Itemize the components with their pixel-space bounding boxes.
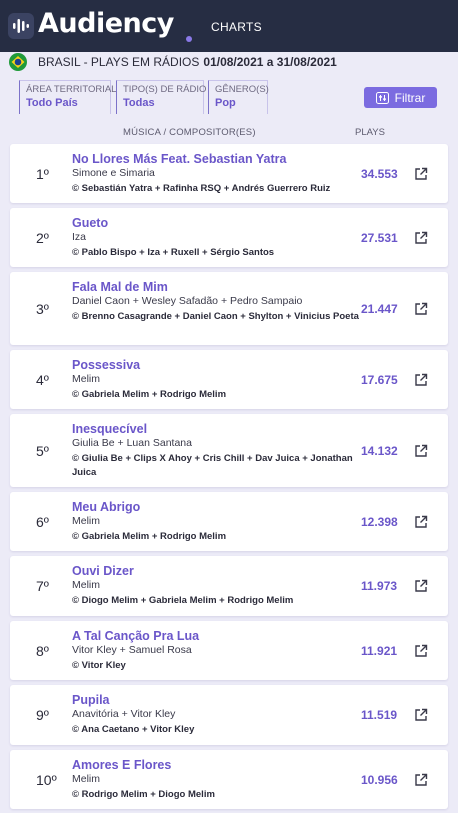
brazil-flag-icon [9, 53, 27, 71]
plays-count: 17.675 [361, 373, 398, 387]
external-link-icon[interactable] [414, 373, 428, 387]
filter-bar: ÁREA TERRITORIAL Todo País TIPO(S) DE RÁ… [19, 80, 439, 114]
chart-rank: 10º [36, 772, 57, 788]
filter-button[interactable]: Filtrar [364, 87, 437, 108]
external-link-icon[interactable] [414, 579, 428, 593]
audiency-logo-icon[interactable] [8, 13, 34, 39]
composer-credits: © Sebastián Yatra + Rafinha RSQ + Andrés… [72, 183, 331, 194]
composer-credits: © Vitor Kley [72, 660, 126, 671]
external-link-icon[interactable] [414, 302, 428, 316]
chart-row[interactable]: 3º Fala Mal de Mim Daniel Caon + Wesley Sa… [10, 272, 448, 345]
artist-name: Simone e Simaria [72, 167, 155, 179]
filter-radio-type-value: Todas [123, 97, 155, 109]
composer-credits: © Gabriela Melim + Rodrigo Melim [72, 531, 227, 542]
external-link-icon[interactable] [414, 515, 428, 529]
song-title-link[interactable]: Inesquecível [72, 422, 148, 436]
artist-name: Melim [72, 515, 100, 527]
filter-territory[interactable]: ÁREA TERRITORIAL Todo País [19, 80, 117, 114]
filter-button-label: Filtrar [394, 90, 426, 105]
chart-row[interactable]: 2º Gueto Iza © Pablo Bispo + Iza + Ruxell +… [10, 208, 448, 267]
filter-radio-type-label: TIPO(S) DE RÁDIO [123, 84, 207, 95]
external-link-icon[interactable] [414, 167, 428, 181]
chart-rank: 3º [36, 301, 49, 317]
artist-name: Anavitória + Vitor Kley [72, 708, 176, 720]
chart-rank: 4º [36, 372, 49, 388]
artist-name: Giulia Be + Luan Santana [72, 437, 192, 449]
artist-name: Melim [72, 373, 100, 385]
plays-count: 21.447 [361, 302, 398, 316]
chart-row[interactable]: 7º Ouvi Dizer Melim © Diogo Melim + Gabriel… [10, 556, 448, 616]
region-header: BRASIL - PLAYS EM RÁDIOS 01/08/2021 a 31… [9, 53, 449, 71]
filter-genre-value: Pop [215, 97, 236, 109]
column-header-music: MÚSICA / COMPOSITOR(ES) [123, 127, 256, 138]
plays-count: 11.519 [361, 708, 398, 722]
artist-name: Melim [72, 773, 100, 785]
chart-rank: 8º [36, 643, 49, 659]
external-link-icon[interactable] [414, 644, 428, 658]
composer-credits: © Diogo Melim + Gabriela Melim + Rodrigo… [72, 595, 294, 606]
song-title-link[interactable]: Fala Mal de Mim [72, 280, 168, 294]
chart-row[interactable]: 1º No Llores Más Feat. Sebastian Yatra Sim… [10, 144, 448, 203]
chart-rank: 5º [36, 443, 49, 459]
filter-radio-type[interactable]: TIPO(S) DE RÁDIO Todas [116, 80, 207, 114]
chart-rank: 2º [36, 230, 49, 246]
brand-dot [186, 36, 192, 42]
song-title-link[interactable]: A Tal Canção Pra Lua [72, 629, 200, 643]
plays-count: 14.132 [361, 444, 398, 458]
plays-count: 27.531 [361, 231, 398, 245]
chart-row[interactable]: 6º Meu Abrigo Melim © Gabriela Melim + Rodr… [10, 492, 448, 551]
composer-credits: © Brenno Casagrande + Daniel Caon + Shyl… [72, 311, 359, 322]
composer-credits: © Rodrigo Melim + Diogo Melim [72, 789, 215, 800]
artist-name: Melim [72, 579, 100, 591]
plays-count: 34.553 [361, 167, 398, 181]
chart-rank: 6º [36, 514, 49, 530]
external-link-icon[interactable] [414, 444, 428, 458]
chart-rank: 1º [36, 166, 49, 182]
chart-row[interactable]: 9º Pupila Anavitória + Vitor Kley © Ana Cae… [10, 685, 448, 745]
song-title-link[interactable]: Meu Abrigo [72, 500, 141, 514]
chart-rank: 9º [36, 707, 49, 723]
plays-count: 11.921 [361, 644, 398, 658]
song-title-link[interactable]: No Llores Más Feat. Sebastian Yatra [72, 152, 287, 166]
filter-genre[interactable]: GÊNERO(S) Pop [208, 80, 269, 114]
plays-count: 10.956 [361, 773, 398, 787]
filter-genre-label: GÊNERO(S) [215, 84, 269, 95]
song-title-link[interactable]: Gueto [72, 216, 109, 230]
top-bar: Audiency CHARTS [0, 0, 458, 52]
artist-name: Daniel Caon + Wesley Safadão + Pedro Sam… [72, 295, 303, 307]
brand-name[interactable]: Audiency [38, 8, 174, 39]
chart-row[interactable]: 5º Inesquecível Giulia Be + Luan Santana © … [10, 414, 448, 487]
external-link-icon[interactable] [414, 773, 428, 787]
column-header-plays: PLAYS [355, 127, 385, 138]
plays-count: 11.973 [361, 579, 398, 593]
chart-row[interactable]: 10º Amores E Flores Melim © Rodrigo Melim +… [10, 750, 448, 809]
song-title-link[interactable]: Ouvi Dizer [72, 564, 134, 578]
composer-credits: © Pablo Bispo + Iza + Ruxell + Sérgio Sa… [72, 247, 275, 258]
plays-count: 12.398 [361, 515, 398, 529]
chart-row[interactable]: 4º Possessiva Melim © Gabriela Melim + Rodr… [10, 350, 448, 409]
external-link-icon[interactable] [414, 708, 428, 722]
filter-territory-value: Todo País [26, 97, 78, 109]
artist-name: Iza [72, 231, 87, 243]
composer-credits: © Gabriela Melim + Rodrigo Melim [72, 389, 227, 400]
composer-credits: © Giulia Be + Clips X Ahoy + Cris Chill … [72, 453, 353, 478]
external-link-icon[interactable] [414, 231, 428, 245]
sliders-icon [375, 91, 389, 104]
chart-row[interactable]: 8º A Tal Canção Pra Lua Vitor Kley + Samue… [10, 621, 448, 680]
composer-credits: © Ana Caetano + Vitor Kley [72, 724, 195, 735]
date-range: 01/08/2021 a 31/08/2021 [203, 55, 337, 69]
song-title-link[interactable]: Possessiva [72, 358, 141, 372]
song-title-link[interactable]: Pupila [72, 693, 110, 707]
nav-charts-link[interactable]: CHARTS [211, 20, 262, 34]
song-title-link[interactable]: Amores E Flores [72, 758, 172, 772]
artist-name: Vitor Kley + Samuel Rosa [72, 644, 192, 656]
region-label: BRASIL - PLAYS EM RÁDIOS [38, 55, 200, 69]
filter-territory-label: ÁREA TERRITORIAL [26, 84, 117, 95]
chart-rank: 7º [36, 578, 49, 594]
